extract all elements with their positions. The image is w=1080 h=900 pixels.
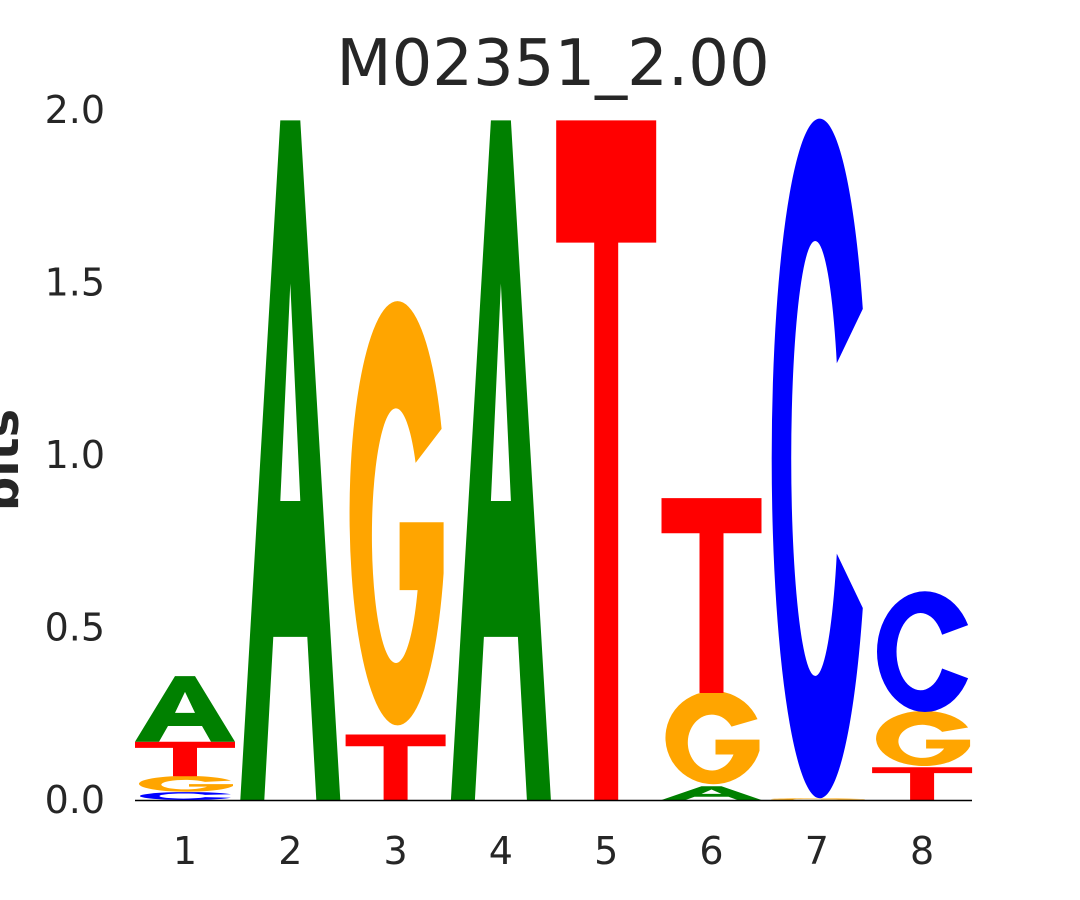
y-tick-label: 0.5 [45,606,105,650]
logo-letter-T-pos5 [556,120,657,801]
x-tick-label: 6 [699,829,723,873]
logo-letter-G-pos7 [770,798,865,800]
logo-letter-G-pos3 [349,301,444,726]
logo-letter-T-pos6 [661,498,762,694]
x-tick-label: 3 [384,829,408,873]
y-tick-label: 2.0 [45,88,105,132]
logo-letter-A-pos4 [450,120,551,801]
logo-letter-A-pos6 [661,786,762,800]
logo-letter-C-pos1 [139,792,231,800]
y-tick-label: 0.0 [45,778,105,822]
logo-letter-G-pos8 [876,710,971,767]
logo-letter-T-pos8 [872,767,973,800]
x-tick-label: 1 [173,829,197,873]
logo-letter-G-pos6 [665,691,760,785]
x-tick-label: 4 [489,829,513,873]
logo-letter-T-pos3 [345,734,446,800]
x-tick-label: 2 [278,829,302,873]
logo-letter-A-pos2 [240,120,341,801]
x-tick-label: 7 [805,829,829,873]
logo-letter-C-pos8 [876,591,969,713]
logo-letter-C-pos7 [771,118,863,799]
logo-letter-A-pos1 [135,676,235,742]
logo-letter-T-pos1 [135,741,235,777]
x-tick-label: 5 [594,829,618,873]
y-tick-label: 1.0 [45,433,105,477]
x-tick-label: 8 [910,829,934,873]
y-axis-label: bits [0,409,30,511]
logo-letter-G-pos1 [138,775,233,792]
y-tick-label: 1.5 [45,261,105,305]
chart-title: M02351_2.00 [336,27,769,101]
